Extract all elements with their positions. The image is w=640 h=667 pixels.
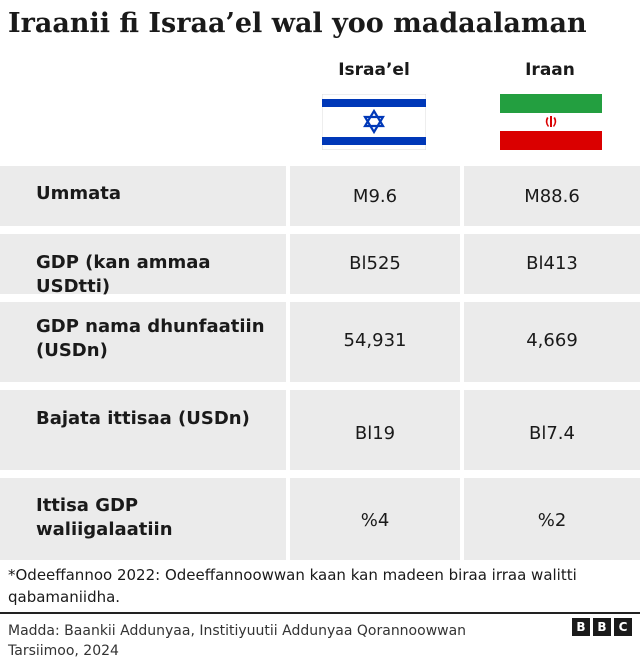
footer-divider bbox=[0, 612, 640, 614]
row-label-cell: GDP (kan ammaa USDtti) bbox=[0, 234, 286, 297]
logo-letter: B bbox=[572, 618, 590, 636]
table-row: GDP (kan ammaa USDtti) Bl525 Bl413 bbox=[0, 234, 640, 297]
row-label: Bajata ittisaa (USDn) bbox=[36, 408, 250, 429]
israel-value: Bl525 bbox=[349, 253, 401, 274]
row-label: Ummata bbox=[36, 183, 122, 204]
table-row: Ummata M9.6 M88.6 bbox=[0, 166, 640, 226]
row-label: GDP (kan ammaa USDtti) bbox=[36, 252, 211, 297]
logo-letter: B bbox=[593, 618, 611, 636]
column-header-iran: Iraan bbox=[525, 60, 575, 80]
iran-value: M88.6 bbox=[524, 186, 580, 207]
table-row: Bajata ittisaa (USDn) Bl19 Bl7.4 bbox=[0, 390, 640, 470]
iran-value-cell: Bl7.4 bbox=[464, 390, 640, 470]
source-text: Madda: Baankii Addunyaa, Institiyuutii A… bbox=[8, 623, 467, 659]
iran-value: Bl7.4 bbox=[529, 423, 575, 444]
israel-value: Bl19 bbox=[354, 423, 396, 444]
row-label: Ittisa GDP waliigalaatiin bbox=[36, 495, 173, 540]
iran-value-cell: Bl413 bbox=[464, 234, 640, 294]
table-row: GDP nama dhunfaatiin (USDn) 54,931 4,669 bbox=[0, 302, 640, 382]
column-header-israel: Israa’el bbox=[338, 60, 410, 80]
table-row: Ittisa GDP waliigalaatiin %4 %2 bbox=[0, 478, 640, 560]
israel-value: M9.6 bbox=[352, 186, 398, 207]
row-label: GDP nama dhunfaatiin (USDn) bbox=[36, 316, 265, 361]
israel-value-cell: M9.6 bbox=[290, 166, 460, 226]
israel-value: %4 bbox=[360, 510, 390, 531]
row-label-cell: GDP nama dhunfaatiin (USDn) bbox=[0, 302, 286, 382]
iran-value: 4,669 bbox=[526, 330, 578, 351]
row-label-cell: Bajata ittisaa (USDn) bbox=[0, 390, 286, 470]
iran-value-cell: M88.6 bbox=[464, 166, 640, 226]
iran-value-cell: 4,669 bbox=[464, 302, 640, 382]
row-label-cell: Ummata bbox=[0, 166, 286, 226]
iran-value: %2 bbox=[537, 510, 567, 531]
footnote: *Odeeffannoo 2022: Odeeffannoowwan kaan … bbox=[8, 566, 577, 606]
bbc-logo: B B C bbox=[572, 618, 632, 636]
israel-flag-icon bbox=[322, 94, 426, 150]
israel-value-cell: %4 bbox=[290, 478, 460, 560]
iran-value-cell: %2 bbox=[464, 478, 640, 560]
israel-value: 54,931 bbox=[343, 330, 407, 351]
israel-value-cell: 54,931 bbox=[290, 302, 460, 382]
israel-value-cell: Bl19 bbox=[290, 390, 460, 470]
iran-flag-icon bbox=[500, 94, 602, 150]
iran-value: Bl413 bbox=[526, 253, 578, 274]
logo-letter: C bbox=[614, 618, 632, 636]
israel-value-cell: Bl525 bbox=[290, 234, 460, 294]
row-label-cell: Ittisa GDP waliigalaatiin bbox=[0, 478, 286, 560]
chart-title: Iraanii fi Israa’el wal yoo madaalaman bbox=[8, 8, 587, 39]
